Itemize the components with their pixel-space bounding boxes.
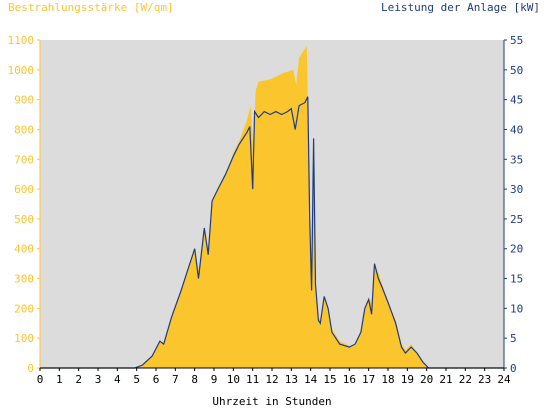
x-tick-label: 5 (133, 373, 140, 386)
x-tick-label: 9 (211, 373, 218, 386)
left-tick-label: 300 (14, 273, 34, 286)
x-tick-label: 18 (381, 373, 394, 386)
left-tick-label: 400 (14, 243, 34, 256)
right-axis-title: Leistung der Anlage [kW] (381, 1, 540, 14)
x-tick-label: 23 (478, 373, 491, 386)
left-tick-label: 0 (27, 362, 34, 375)
x-tick-label: 17 (362, 373, 375, 386)
left-tick-label: 700 (14, 153, 34, 166)
power-series (40, 96, 504, 369)
right-tick-label: 50 (510, 64, 523, 77)
x-tick-label: 20 (420, 373, 433, 386)
right-tick-label: 25 (510, 213, 523, 226)
left-tick-label: 1000 (8, 64, 35, 77)
x-axis-ticks: 0 1 2 3 4 5 6 7 8 9 10 11 12 13 14 15 16 17 18 19 20 21 22 23 24 (37, 368, 511, 386)
right-tick-label: 30 (510, 183, 523, 196)
left-tick-label: 600 (14, 183, 34, 196)
right-tick-label: 40 (510, 123, 523, 136)
left-tick-label: 100 (14, 332, 34, 345)
x-tick-label: 4 (114, 373, 121, 386)
right-axis-ticks: 0 5 10 15 20 25 30 35 40 45 50 55 (504, 34, 523, 375)
x-tick-label: 2 (75, 373, 82, 386)
right-tick-label: 10 (510, 302, 523, 315)
x-tick-label: 22 (459, 373, 472, 386)
x-tick-label: 19 (401, 373, 414, 386)
x-tick-label: 14 (304, 373, 318, 386)
left-tick-label: 500 (14, 213, 34, 226)
left-tick-label: 900 (14, 94, 34, 107)
left-axis-title: Bestrahlungsstärke [W/qm] (8, 1, 174, 14)
right-tick-label: 35 (510, 153, 523, 166)
x-tick-label: 16 (343, 373, 356, 386)
x-tick-label: 10 (227, 373, 240, 386)
x-tick-label: 7 (172, 373, 179, 386)
right-tick-label: 55 (510, 34, 523, 47)
x-tick-label: 3 (95, 373, 102, 386)
left-tick-label: 1100 (8, 34, 35, 47)
x-tick-label: 15 (323, 373, 336, 386)
right-tick-label: 15 (510, 273, 523, 286)
x-tick-label: 8 (191, 373, 198, 386)
right-tick-label: 5 (510, 332, 517, 345)
x-tick-label: 21 (439, 373, 452, 386)
x-tick-label: 13 (285, 373, 298, 386)
x-tick-label: 0 (37, 373, 44, 386)
right-tick-label: 45 (510, 94, 523, 107)
irradiance-area (40, 46, 504, 368)
irradiance-series (40, 46, 504, 368)
left-axis-ticks: 0 100 200 300 400 500 600 700 800 900 1000 1100 (8, 34, 40, 375)
right-tick-label: 0 (510, 362, 517, 375)
x-tick-label: 12 (265, 373, 278, 386)
power-line (40, 96, 504, 369)
x-tick-label: 1 (56, 373, 63, 386)
left-tick-label: 200 (14, 302, 34, 315)
right-tick-label: 20 (510, 243, 523, 256)
left-tick-label: 800 (14, 123, 34, 136)
x-tick-label: 6 (153, 373, 160, 386)
x-axis-title: Uhrzeit in Stunden (212, 395, 331, 408)
x-tick-label: 11 (246, 373, 259, 386)
x-tick-label: 24 (497, 373, 511, 386)
